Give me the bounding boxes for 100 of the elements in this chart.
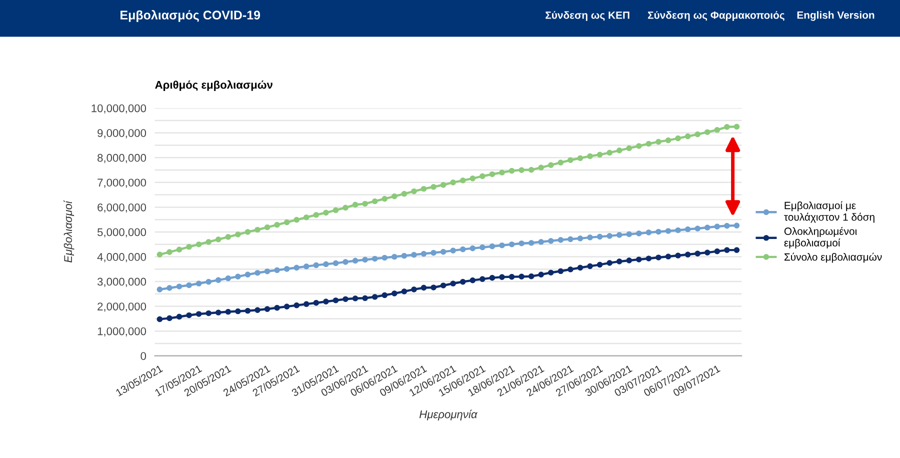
point [352,258,358,264]
point [675,252,681,258]
y-tick-label: 9,000,000 [98,129,146,138]
point [548,162,554,168]
point [391,193,398,200]
point [362,256,368,263]
point [372,198,378,204]
point [391,290,398,296]
point [656,138,662,145]
point [587,263,593,270]
point [460,246,466,252]
point [411,188,417,194]
point [303,301,310,307]
point [684,133,691,140]
point [499,170,505,176]
legend-label: Εμβολιασμοί με τουλάχιστον 1 δόση [784,201,874,223]
point [480,276,486,282]
point [186,282,192,288]
point [577,264,584,271]
point [528,166,534,173]
point [206,310,212,316]
y-tick-label: 2,000,000 [98,302,146,312]
point [176,246,182,252]
point [284,266,290,272]
point [274,267,280,274]
point [420,250,427,257]
point [313,300,320,306]
chart-title: Αριθμός εμβολιασμών [155,80,272,91]
point [489,274,496,281]
point [606,233,612,239]
point [313,262,320,268]
point [450,180,456,186]
legend-label: Ολοκληρωμένοι εμβολιασμοί [784,226,857,249]
point [323,210,329,216]
point [235,274,241,280]
point [694,131,701,138]
point [489,243,496,250]
point [254,307,260,313]
point [626,231,632,238]
point [323,261,329,268]
point [450,280,456,286]
point [675,227,681,234]
point [704,129,710,136]
point [470,277,476,284]
point [254,270,260,276]
point [323,298,329,305]
point [156,252,163,258]
point [225,308,232,315]
point [342,296,348,302]
point [518,167,524,173]
point [303,264,310,270]
point [401,252,408,259]
point [626,258,632,264]
point [518,240,524,246]
point [724,247,730,253]
point [616,258,622,264]
point [284,219,290,226]
point [206,278,212,285]
point [166,249,172,255]
point [294,264,300,271]
point [596,234,603,240]
point [401,288,408,294]
y-tick-label: 7,000,000 [98,178,146,188]
point [636,230,642,236]
point [568,157,574,164]
point [499,242,505,248]
point [538,272,544,278]
text: Εμβολιασμός COVID-19 [120,10,260,22]
point [480,244,486,250]
point [568,236,574,242]
point [606,150,612,156]
point [264,306,270,312]
point [646,256,652,262]
point [225,275,232,282]
point [440,282,446,288]
point [616,148,622,154]
point [382,292,388,298]
point [362,295,368,302]
point [470,245,476,252]
point [665,228,672,234]
point [724,222,730,229]
point [558,160,564,166]
y-tick-label: 6,000,000 [98,203,146,213]
point [186,244,192,250]
point [332,297,339,304]
point [352,202,358,208]
point [382,254,388,261]
point [215,277,222,283]
point [636,143,642,149]
point [656,228,662,235]
point [548,270,554,276]
point [587,153,593,160]
point [684,226,691,232]
point [587,234,593,240]
point [430,284,436,290]
point [684,252,691,258]
point [401,190,408,197]
text: English Version [797,11,874,21]
point [166,285,172,291]
y-tick-label: 5,000,000 [97,228,146,238]
